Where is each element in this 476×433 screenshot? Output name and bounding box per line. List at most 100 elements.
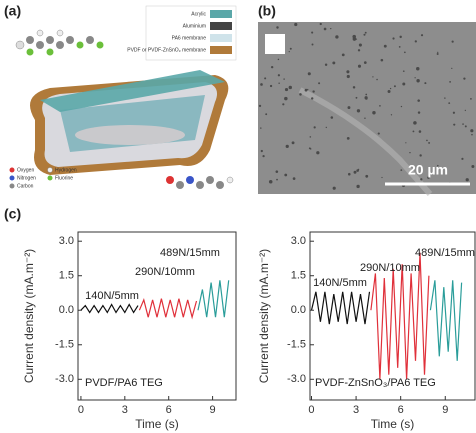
- sem-pore: [355, 96, 358, 99]
- sem-pore: [365, 97, 368, 100]
- sem-pore: [377, 132, 380, 135]
- sem-pore: [381, 176, 383, 179]
- sem-pore: [380, 58, 384, 62]
- sem-pore: [420, 178, 423, 181]
- sem-pore: [276, 178, 278, 181]
- x-tick-label: 3: [122, 404, 128, 416]
- signal-line: [80, 303, 139, 314]
- sem-pore: [470, 129, 474, 133]
- sem-pore: [284, 96, 288, 101]
- signal-line: [429, 280, 463, 361]
- annotation: 290N/10mm: [360, 262, 420, 274]
- plot-frame: [77, 231, 237, 401]
- sem-pore: [309, 136, 312, 138]
- sem-pore: [390, 114, 393, 116]
- signal-line: [197, 280, 230, 318]
- sem-pore: [325, 126, 327, 129]
- sem-pore: [399, 35, 402, 39]
- panel-label: (b): [258, 3, 276, 19]
- sem-pore: [448, 102, 451, 104]
- sem-pore: [428, 141, 431, 144]
- sem-pore: [341, 53, 345, 57]
- x-tick-label: 0: [308, 404, 314, 416]
- sem-pore: [307, 72, 311, 76]
- legend-text: Acrylic: [191, 11, 206, 17]
- atom-text: Fluorine: [55, 175, 73, 181]
- sem-pore: [347, 172, 351, 176]
- sem-pore: [353, 170, 357, 174]
- y-tick-label: 0.0: [291, 304, 306, 316]
- sem-pore: [451, 67, 453, 70]
- annotation: 489N/15mm: [160, 247, 220, 259]
- sem-pore: [471, 165, 475, 169]
- sem-pore: [311, 31, 314, 34]
- sem-pore: [404, 51, 406, 54]
- legend-text: Aluminium: [183, 23, 206, 29]
- sem-pore: [400, 169, 403, 171]
- sem-pore: [292, 177, 296, 180]
- x-axis-label: Time (s): [135, 417, 179, 431]
- sem-pore: [420, 34, 424, 37]
- sem-pore: [335, 35, 339, 39]
- sem-pore: [392, 37, 395, 40]
- sem-pore: [352, 34, 356, 39]
- sem-pore: [288, 51, 290, 53]
- signal-line: [370, 252, 430, 380]
- sem-pore: [365, 93, 368, 96]
- sem-pore: [437, 51, 439, 53]
- device-illustration: [30, 70, 229, 175]
- sem-pore: [470, 97, 472, 100]
- sem-pore: [463, 77, 466, 80]
- annotation: 489N/15mm: [415, 247, 475, 259]
- sem-pore: [356, 109, 361, 113]
- sem-pore: [268, 180, 273, 184]
- sem-pore: [452, 111, 456, 114]
- sem-pore: [427, 176, 430, 179]
- signal-line: [310, 291, 371, 325]
- annotation: 290N/10mm: [135, 266, 195, 278]
- x-axis-label: Time (s): [371, 417, 415, 431]
- sem-pore: [332, 186, 336, 190]
- sem-pore: [358, 43, 362, 47]
- atom-text: Oxygen: [17, 167, 34, 173]
- sem-pore: [437, 164, 439, 167]
- sem-pore: [376, 78, 378, 81]
- sem-image: [258, 22, 476, 196]
- sem-pore: [324, 63, 328, 66]
- sem-pore: [282, 103, 285, 106]
- sem-pore: [318, 82, 321, 85]
- sem-pore: [288, 85, 292, 90]
- sem-pore: [402, 70, 405, 72]
- molecule: [166, 176, 234, 189]
- sem-pore: [356, 184, 360, 189]
- sem-pore: [419, 154, 422, 157]
- sem-pore: [278, 82, 280, 84]
- panel-label: (c): [4, 206, 21, 222]
- sem-pore: [465, 178, 469, 182]
- sem-pore: [284, 173, 288, 177]
- sem-pore: [409, 151, 411, 154]
- atom-text: Nitrogen: [17, 175, 36, 181]
- sem-pore: [393, 85, 396, 88]
- legend-text: PVDF or PVDF-ZnSnO₃ membrane: [127, 47, 206, 53]
- sem-pore: [323, 27, 327, 31]
- sem-pore: [307, 88, 309, 91]
- sem-pore: [346, 74, 350, 79]
- sem-pore: [444, 97, 446, 99]
- x-tick-label: 3: [353, 404, 359, 416]
- y-tick-label: 3.0: [291, 235, 306, 247]
- sem-pore: [299, 93, 302, 96]
- y-tick-label: 1.5: [291, 270, 306, 282]
- sem-pore: [414, 77, 416, 79]
- sem-pore: [346, 137, 350, 140]
- sem-pore: [260, 83, 263, 86]
- sem-pore: [304, 88, 308, 92]
- sem-pore: [412, 130, 415, 133]
- sem-pore: [436, 52, 439, 55]
- chart-note: PVDF-ZnSnO₃/PA6 TEG: [315, 377, 436, 389]
- sem-pore: [285, 144, 289, 149]
- sem-pore: [294, 22, 298, 27]
- y-tick-label: -1.5: [55, 339, 74, 351]
- legend-text: PA6 membrane: [172, 35, 207, 41]
